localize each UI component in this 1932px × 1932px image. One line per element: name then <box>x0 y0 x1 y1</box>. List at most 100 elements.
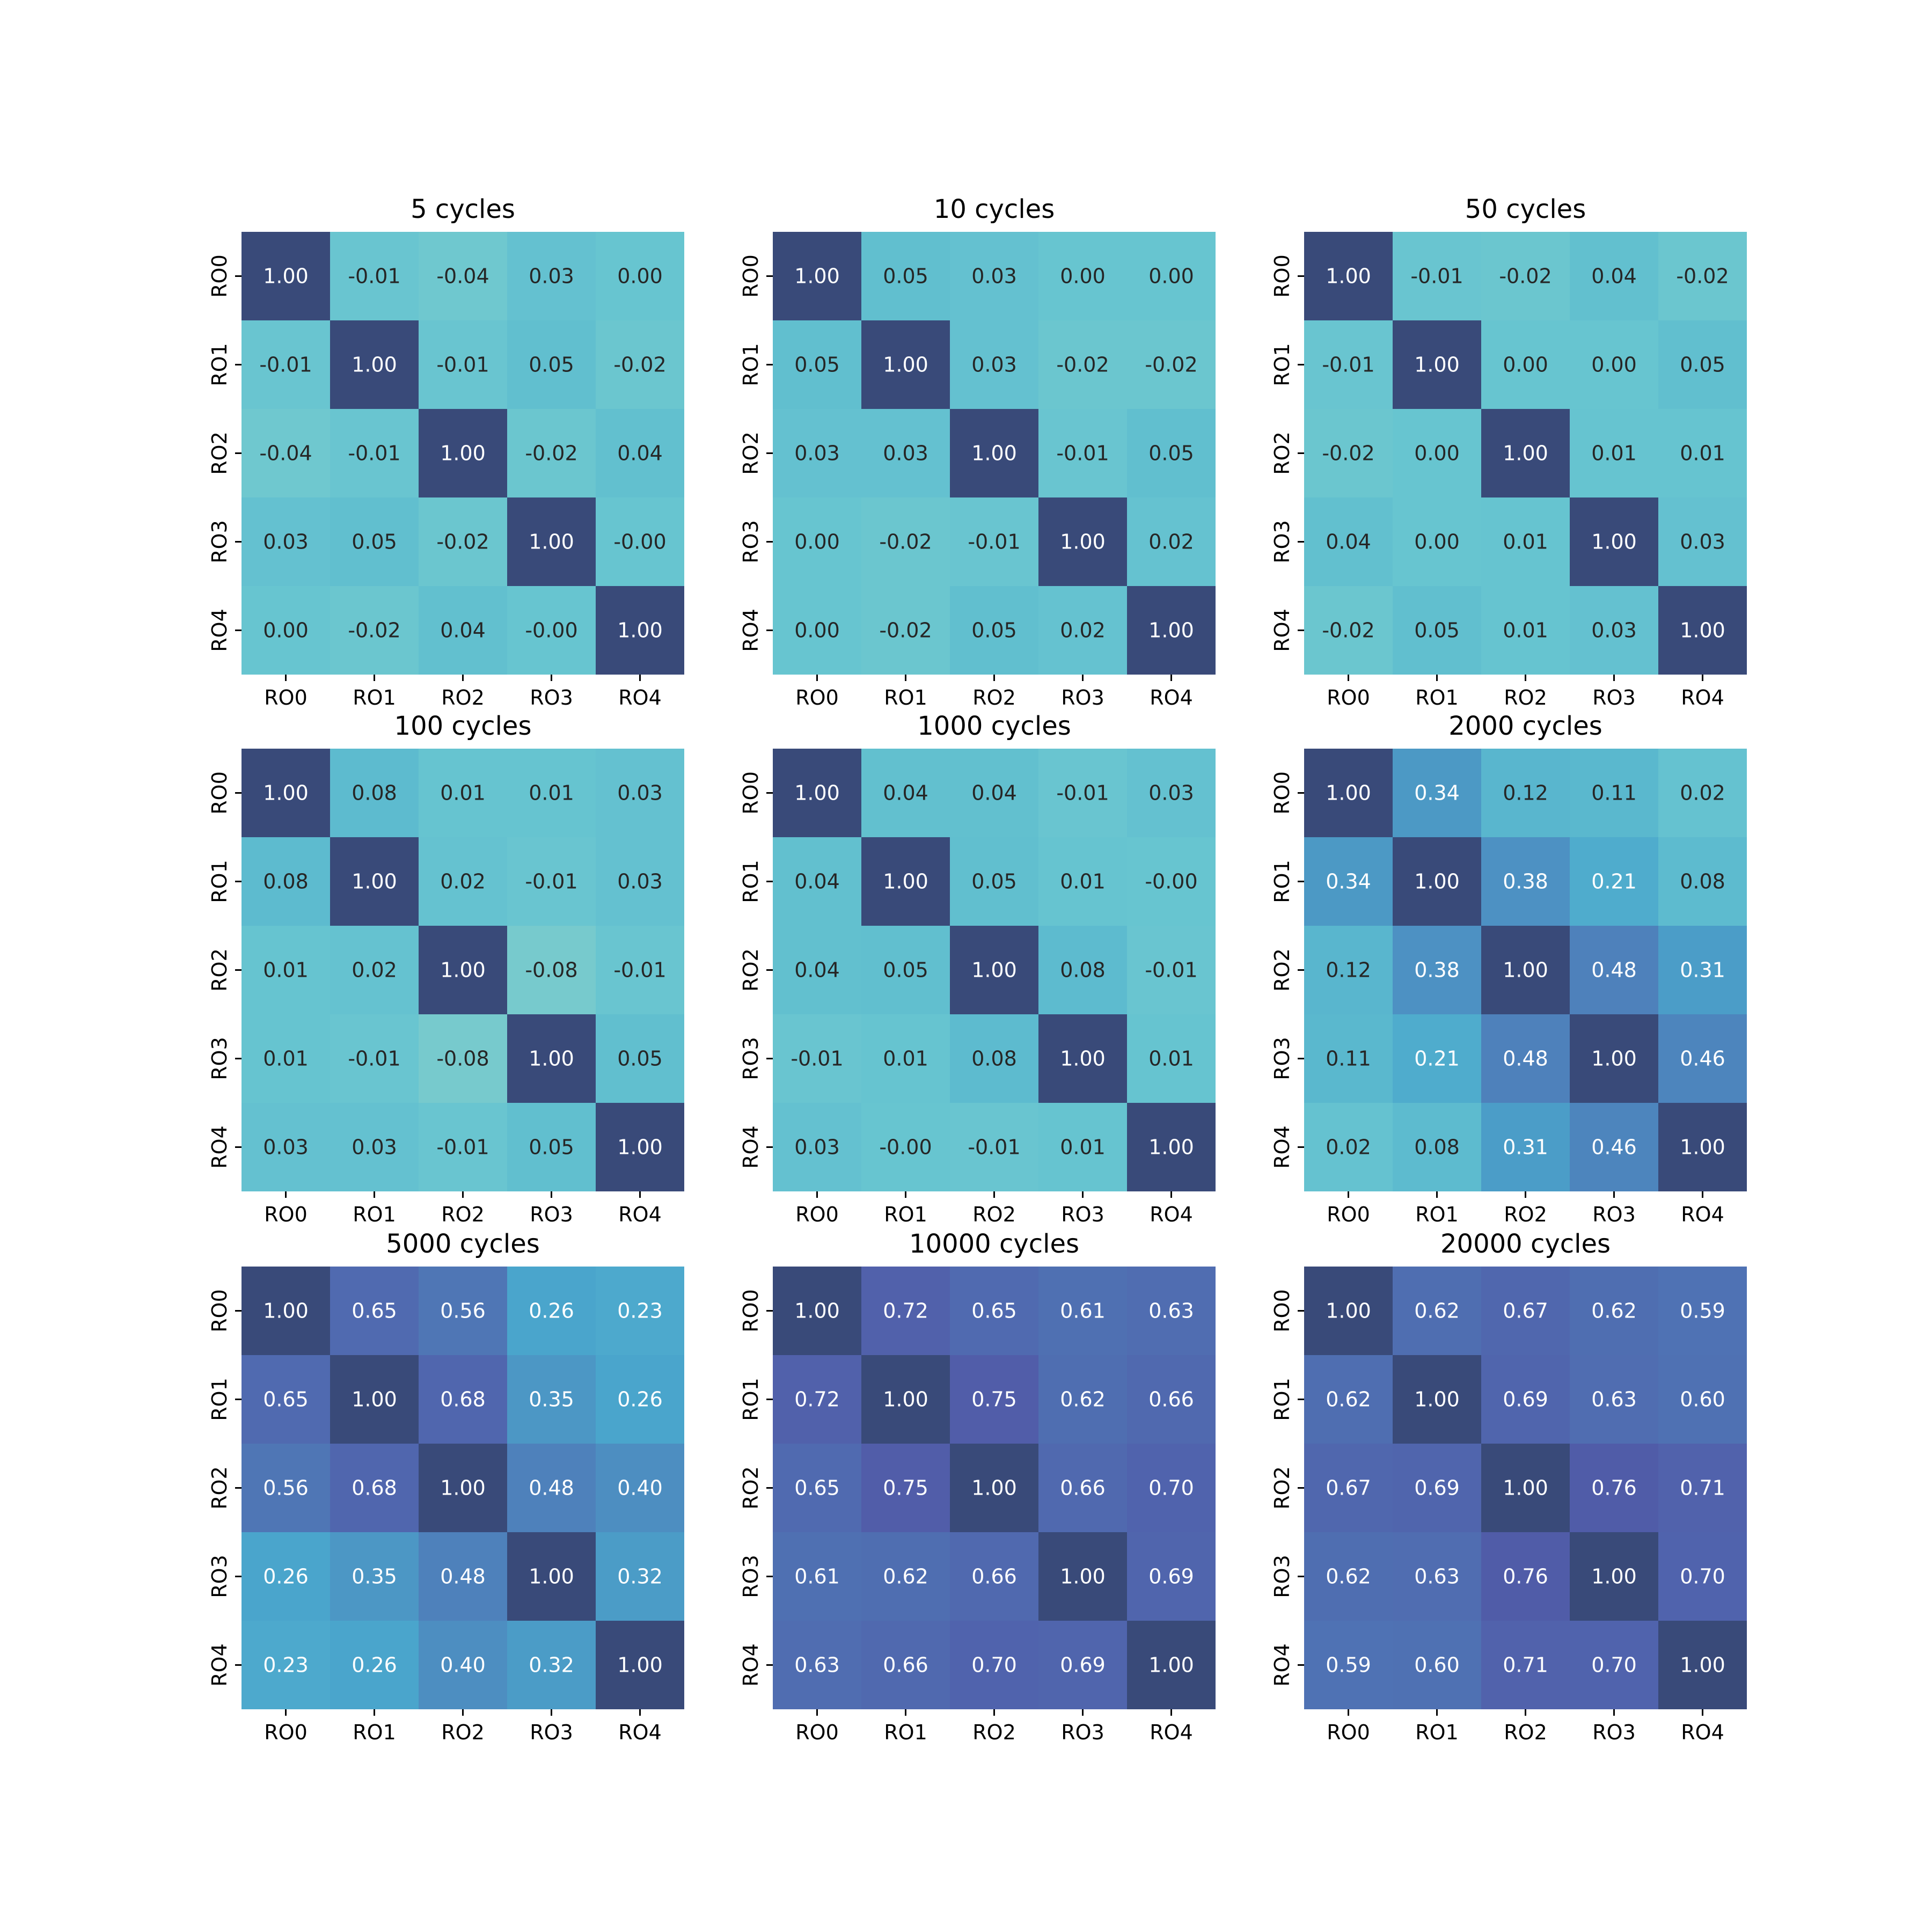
cell-value-label: 0.04 <box>794 958 840 982</box>
cell-value-label: 1.00 <box>352 353 397 377</box>
heatmap-cell <box>861 1444 950 1532</box>
cell-value-label: 0.04 <box>1591 265 1637 288</box>
cell-value-label: 0.31 <box>1503 1136 1548 1159</box>
heatmap-cell <box>861 749 950 837</box>
heatmap-cell <box>1658 926 1747 1014</box>
cell-value-label: 0.00 <box>263 619 309 642</box>
heatmap-cell <box>596 586 684 675</box>
heatmap-panel: 5 cycles 1.00 -0.01 -0.04 0.03 0.00 -0.01 1.00 -… <box>208 194 684 709</box>
heatmap-cell <box>1038 1355 1127 1444</box>
heatmap-cell <box>419 1355 507 1444</box>
heatmap-cell <box>1304 409 1393 497</box>
x-tick-label: RO4 <box>618 686 662 709</box>
heatmap-cell <box>596 232 684 320</box>
heatmap-cell <box>1481 232 1570 320</box>
heatmap-cell <box>1570 1444 1658 1532</box>
cell-value-label: 0.00 <box>1503 353 1548 377</box>
cell-value-label: 1.00 <box>1326 1299 1371 1323</box>
cell-value-label: -0.01 <box>1145 958 1197 982</box>
y-tick-label: RO3 <box>739 1037 763 1080</box>
heatmap-cell <box>861 1621 950 1709</box>
cell-value-label: -0.01 <box>525 870 577 894</box>
cell-value-label: 0.05 <box>971 870 1017 894</box>
cell-value-label: 0.32 <box>529 1653 574 1677</box>
cell-value-label: 0.02 <box>440 870 486 894</box>
heatmap-cell <box>241 1532 330 1621</box>
x-tick-label: RO0 <box>1327 1721 1370 1744</box>
cell-value-label: 1.00 <box>1326 781 1371 805</box>
heatmap-cell <box>1393 749 1481 837</box>
cell-value-label: 1.00 <box>440 442 486 465</box>
cell-value-label: 0.40 <box>617 1476 663 1500</box>
heatmap-cell <box>507 497 596 586</box>
heatmap-cell <box>1481 320 1570 409</box>
heatmap-cell <box>1481 1014 1570 1103</box>
heatmap-cell <box>330 1355 419 1444</box>
heatmap-cell <box>419 497 507 586</box>
cell-value-label: -0.01 <box>1322 353 1374 377</box>
cell-value-label: 0.71 <box>1680 1476 1725 1500</box>
cell-value-label: 0.35 <box>352 1565 397 1589</box>
cell-value-label: 0.03 <box>1148 781 1194 805</box>
heatmap-cell <box>419 320 507 409</box>
cell-value-label: 0.08 <box>971 1047 1017 1071</box>
heatmap-cell <box>330 749 419 837</box>
cell-value-label: 0.02 <box>1148 530 1194 554</box>
cell-value-label: 1.00 <box>1503 958 1548 982</box>
y-tick-label: RO2 <box>208 431 231 475</box>
heatmap-cell <box>1658 1444 1747 1532</box>
heatmap-cell <box>596 497 684 586</box>
heatmap-cell <box>1127 320 1216 409</box>
heatmap-cell <box>950 586 1038 675</box>
cell-value-label: 1.00 <box>1148 619 1194 642</box>
heatmap-cell <box>330 497 419 586</box>
cell-value-label: -0.04 <box>259 442 312 465</box>
cell-value-label: 0.11 <box>1326 1047 1371 1071</box>
cell-value-label: 1.00 <box>1591 1565 1637 1589</box>
cell-value-label: 1.00 <box>1060 1047 1106 1071</box>
cell-value-label: 0.61 <box>1060 1299 1106 1323</box>
heatmap-cell <box>1038 749 1127 837</box>
y-tick-label: RO1 <box>208 343 231 386</box>
y-tick-label: RO3 <box>739 520 763 564</box>
heatmap-cell <box>1127 1444 1216 1532</box>
cell-value-label: 0.69 <box>1148 1565 1194 1589</box>
y-tick-label: RO2 <box>739 1466 763 1510</box>
cell-value-label: -0.02 <box>348 619 400 642</box>
heatmap-cell <box>241 1444 330 1532</box>
cell-value-label: 0.67 <box>1503 1299 1548 1323</box>
cell-value-label: 0.04 <box>794 870 840 894</box>
cell-value-label: 0.03 <box>352 1136 397 1159</box>
cell-value-label: 1.00 <box>1591 1047 1637 1071</box>
cell-value-label: 0.60 <box>1680 1388 1725 1411</box>
y-tick-label: RO0 <box>739 1289 763 1333</box>
y-tick-label: RO4 <box>208 609 231 652</box>
heatmap-cell <box>1127 1103 1216 1191</box>
heatmap-cell <box>1127 232 1216 320</box>
heatmap-cell <box>1127 1621 1216 1709</box>
cell-value-label: 0.01 <box>1503 619 1548 642</box>
y-tick-label: RO4 <box>739 609 763 652</box>
heatmap-cell <box>950 1355 1038 1444</box>
y-tick-label: RO0 <box>1270 771 1294 815</box>
y-tick-label: RO4 <box>208 1643 231 1687</box>
cell-value-label: 0.76 <box>1591 1476 1637 1500</box>
cell-value-label: 0.02 <box>1680 781 1725 805</box>
cell-value-label: 1.00 <box>1414 1388 1460 1411</box>
cell-value-label: 0.11 <box>1591 781 1637 805</box>
heatmap-title: 5000 cycles <box>386 1229 539 1259</box>
heatmap-cell <box>1481 1103 1570 1191</box>
cell-value-label: 0.21 <box>1591 870 1637 894</box>
cell-value-label: -0.01 <box>1056 781 1109 805</box>
heatmap-cell <box>773 926 861 1014</box>
cell-value-label: -0.02 <box>1676 265 1729 288</box>
x-tick-label: RO0 <box>795 1721 839 1744</box>
heatmap-cell <box>419 1621 507 1709</box>
heatmap-cell <box>1570 409 1658 497</box>
heatmap-cell <box>950 1444 1038 1532</box>
heatmap-cell <box>330 1014 419 1103</box>
cell-value-label: 0.21 <box>1414 1047 1460 1071</box>
cell-value-label: 0.61 <box>794 1565 840 1589</box>
y-tick-label: RO3 <box>208 1555 231 1598</box>
heatmap-cell <box>861 1355 950 1444</box>
